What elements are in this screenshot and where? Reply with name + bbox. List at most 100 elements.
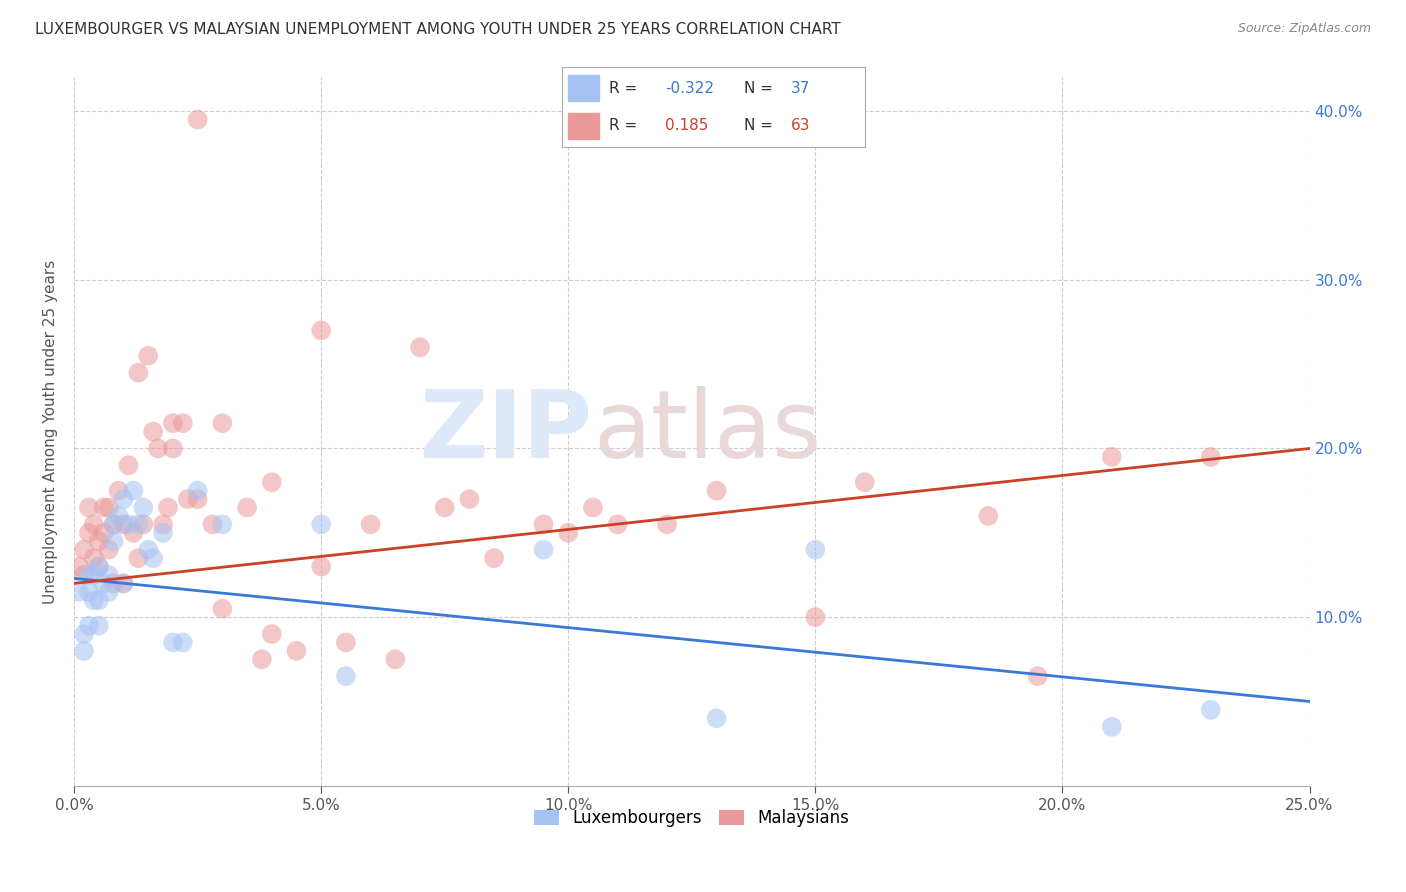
Point <box>1026 669 1049 683</box>
Point <box>97 542 120 557</box>
Point <box>1199 703 1222 717</box>
Text: LUXEMBOURGER VS MALAYSIAN UNEMPLOYMENT AMONG YOUTH UNDER 25 YEARS CORRELATION CH: LUXEMBOURGER VS MALAYSIAN UNEMPLOYMENT A… <box>35 22 841 37</box>
Point <box>152 525 174 540</box>
Point <box>1101 450 1123 464</box>
Text: -0.322: -0.322 <box>665 80 714 95</box>
Text: 63: 63 <box>790 119 810 134</box>
Point <box>582 500 605 515</box>
Point <box>83 517 105 532</box>
Point <box>83 593 105 607</box>
Point <box>93 576 115 591</box>
Point <box>122 525 145 540</box>
Point <box>77 525 100 540</box>
Point <box>87 618 110 632</box>
Text: atlas: atlas <box>593 385 821 477</box>
Legend: Luxembourgers, Malaysians: Luxembourgers, Malaysians <box>527 803 856 834</box>
Point <box>260 627 283 641</box>
Text: N =: N = <box>744 119 778 134</box>
Point <box>87 593 110 607</box>
Point <box>250 652 273 666</box>
Point <box>309 323 332 337</box>
Point <box>93 525 115 540</box>
Point <box>107 508 129 523</box>
Point <box>97 568 120 582</box>
Text: N =: N = <box>744 80 778 95</box>
Point <box>309 559 332 574</box>
Point <box>533 517 555 532</box>
Point <box>93 500 115 515</box>
Bar <box>568 75 599 102</box>
Point <box>83 568 105 582</box>
Point <box>87 559 110 574</box>
Point <box>67 559 90 574</box>
Point <box>162 635 184 649</box>
Point <box>187 492 209 507</box>
Point <box>103 576 125 591</box>
Point <box>606 517 628 532</box>
Text: 37: 37 <box>790 80 810 95</box>
Point <box>83 551 105 566</box>
Point <box>87 534 110 549</box>
Point <box>77 618 100 632</box>
Point <box>335 669 357 683</box>
Point <box>73 568 96 582</box>
Point <box>156 500 179 515</box>
Point <box>107 483 129 498</box>
Bar <box>568 112 599 139</box>
Point <box>706 711 728 725</box>
Point <box>172 416 194 430</box>
Point <box>409 340 432 354</box>
Point <box>433 500 456 515</box>
Point <box>112 576 135 591</box>
Point <box>127 366 149 380</box>
Point <box>136 542 159 557</box>
Text: Source: ZipAtlas.com: Source: ZipAtlas.com <box>1237 22 1371 36</box>
Text: R =: R = <box>609 80 643 95</box>
Point <box>360 517 382 532</box>
Point <box>804 610 827 624</box>
Point <box>127 517 149 532</box>
Point <box>136 349 159 363</box>
Point <box>384 652 406 666</box>
Point <box>127 551 149 566</box>
Point <box>112 576 135 591</box>
Point <box>335 635 357 649</box>
Point <box>146 442 169 456</box>
Point <box>236 500 259 515</box>
Text: R =: R = <box>609 119 643 134</box>
Point <box>67 584 90 599</box>
Point <box>77 568 100 582</box>
Text: ZIP: ZIP <box>420 385 593 477</box>
Point <box>103 517 125 532</box>
Point <box>112 517 135 532</box>
Text: 0.185: 0.185 <box>665 119 709 134</box>
Point <box>117 517 139 532</box>
Point <box>458 492 481 507</box>
Point <box>655 517 678 532</box>
Point <box>1199 450 1222 464</box>
Point <box>557 525 579 540</box>
Point <box>533 542 555 557</box>
Point <box>73 542 96 557</box>
Point <box>103 517 125 532</box>
Point <box>1101 720 1123 734</box>
Point <box>211 601 233 615</box>
Point <box>132 517 155 532</box>
Point <box>112 492 135 507</box>
Y-axis label: Unemployment Among Youth under 25 years: Unemployment Among Youth under 25 years <box>44 260 58 604</box>
Point <box>142 425 165 439</box>
Point <box>309 517 332 532</box>
Point <box>87 559 110 574</box>
Point <box>187 483 209 498</box>
Point <box>73 644 96 658</box>
Point <box>77 500 100 515</box>
Point <box>482 551 505 566</box>
Point <box>73 627 96 641</box>
Point <box>706 483 728 498</box>
Point <box>162 442 184 456</box>
Point <box>162 416 184 430</box>
Point <box>172 635 194 649</box>
Point <box>122 483 145 498</box>
Point <box>211 517 233 532</box>
Point <box>177 492 200 507</box>
